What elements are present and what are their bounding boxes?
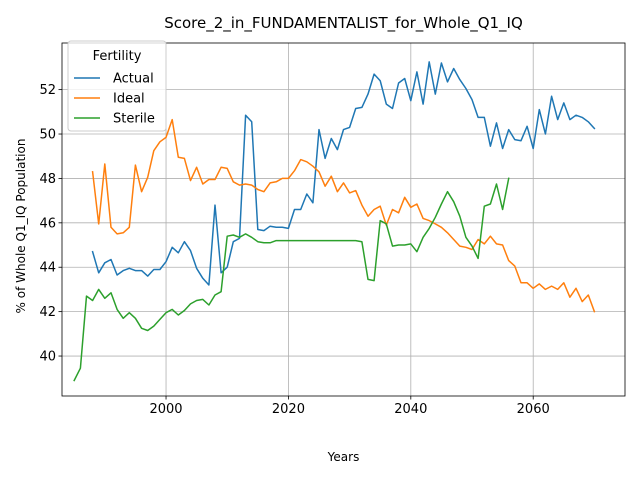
y-tick-label: 44 [39,261,56,276]
y-tick-label: 42 [39,305,56,320]
series-lines [73,61,596,382]
y-tick-label: 40 [39,350,56,365]
plot-area-frame [61,42,626,397]
legend-box [67,40,167,132]
legend-items: Actual Ideal Sterile [74,72,155,127]
series-line-ideal [91,118,596,313]
chart-title: Score_2_in_FUNDAMENTALIST_for_Whole_Q1_I… [164,14,523,33]
x-tick-label: 2060 [517,402,550,417]
y-axis-label: % of Whole Q1_IQ Population [14,139,28,314]
y-tick-label: 46 [39,216,56,231]
legend-title: Fertility [93,49,142,64]
legend-label-actual: Actual [113,72,154,87]
series-line-actual [91,61,596,286]
x-axis-label: Years [327,450,360,464]
y-tick-label: 50 [39,128,56,143]
legend-label-ideal: Ideal [113,92,145,107]
y-tick-label: 52 [39,83,56,98]
legend: Fertility Actual Ideal Sterile [67,40,167,132]
x-tick-label: 2020 [272,402,305,417]
legend-label-sterile: Sterile [113,112,155,127]
grid-lines [62,43,625,396]
y-tick-label: 48 [39,172,56,187]
axis-ticks: 2000 2020 2040 2060 40 42 44 46 48 50 52 [39,83,549,417]
x-tick-label: 2000 [149,402,182,417]
series-line-sterile [73,177,510,382]
x-tick-label: 2040 [394,402,427,417]
